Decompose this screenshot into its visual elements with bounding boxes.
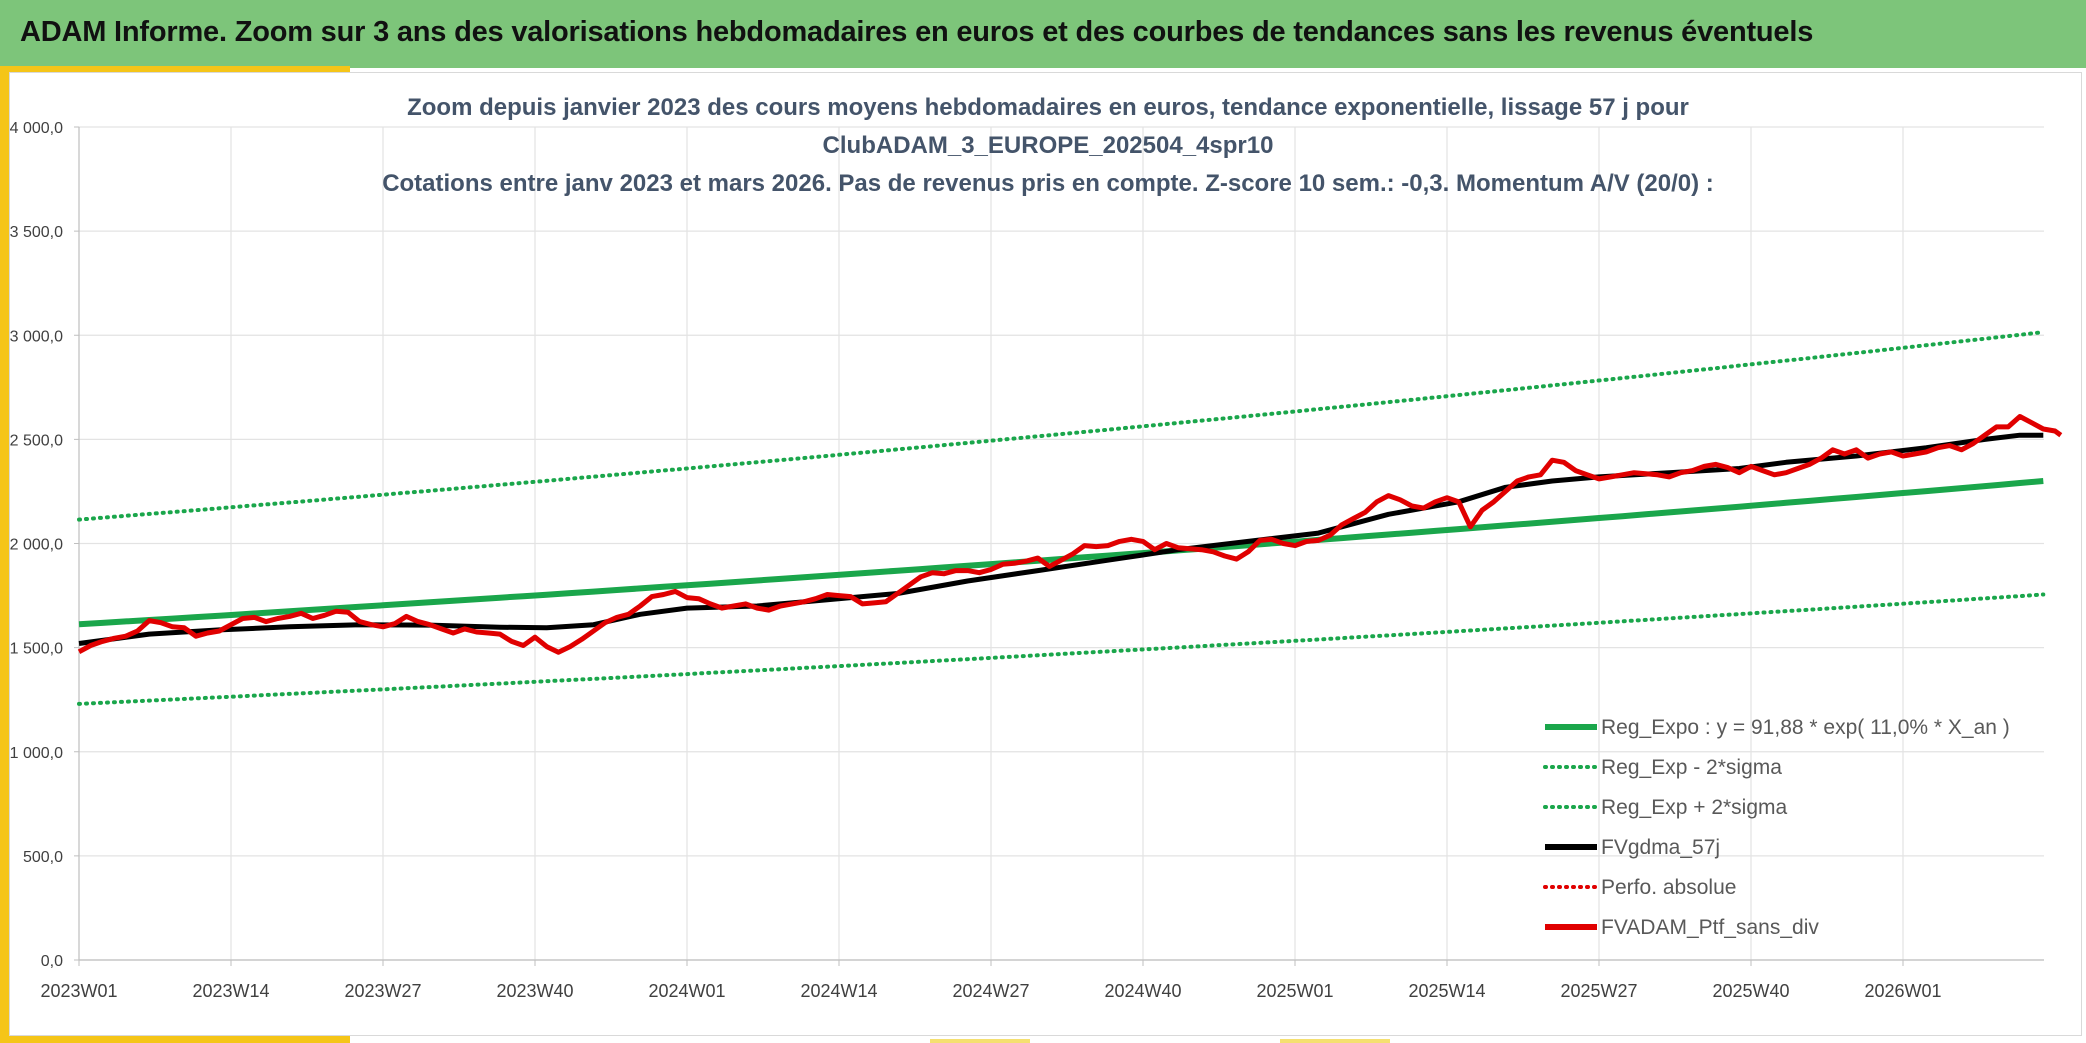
chart-title: Zoom depuis janvier 2023 des cours moyen… [382, 94, 1714, 197]
chart-axes: 0,0 500,0 1 000,0 1 500,0 2 000,0 2 500,0 3 00… [10, 120, 2044, 1001]
y-tick-label: 1 500,0 [10, 641, 63, 658]
y-tick-label: 0,0 [41, 953, 63, 970]
header-bar [0, 0, 2086, 68]
x-tick-label: 2024W01 [648, 981, 725, 1001]
y-tick-label: 3 500,0 [10, 224, 63, 241]
series-fvgdma-57j [78, 432, 2044, 646]
page-title: ADAM Informe. Zoom sur 3 ans des valoris… [20, 16, 1814, 48]
accent-bar-bottom-mid [930, 1039, 1030, 1043]
y-tick-label: 2 500,0 [10, 432, 63, 449]
x-tick-label: 2023W01 [40, 981, 117, 1001]
x-tick-label: 2026W01 [1864, 981, 1941, 1001]
series-reg-expo [78, 478, 2044, 628]
y-tick-label: 2 000,0 [10, 537, 63, 554]
x-tick-label: 2023W27 [344, 981, 421, 1001]
accent-bar-left [0, 68, 9, 1043]
legend-label: Reg_Exp + 2*sigma [1601, 796, 1788, 819]
x-tick-label: 2024W40 [1104, 981, 1181, 1001]
y-tick-label: 3 000,0 [10, 328, 63, 345]
accent-bar-top [0, 66, 350, 72]
chart-title-line-3: Cotations entre janv 2023 et mars 2026. … [382, 170, 1714, 197]
legend-label: Perfo. absolue [1601, 876, 1736, 899]
chart-frame [9, 72, 2082, 1036]
legend-label: FVADAM_Ptf_sans_div [1601, 916, 1819, 939]
x-tick-label: 2024W27 [952, 981, 1029, 1001]
series-fvadam-ptf-sans-div [77, 414, 2063, 655]
x-tick-label: 2025W01 [1256, 981, 1333, 1001]
y-tick-label: 500,0 [23, 849, 63, 866]
chart-legend: Reg_Expo : y = 91,88 * exp( 11,0% * X_an… [1543, 716, 2010, 939]
x-tick-label: 2025W40 [1712, 981, 1789, 1001]
legend-label: Reg_Exp - 2*sigma [1601, 756, 1782, 779]
legend-label: Reg_Expo : y = 91,88 * exp( 11,0% * X_an… [1601, 716, 2010, 739]
x-tick-label: 2023W40 [496, 981, 573, 1001]
y-tick-label: 4 000,0 [10, 120, 63, 137]
x-tick-label: 2025W27 [1560, 981, 1637, 1001]
x-tick-label: 2023W14 [192, 981, 269, 1001]
series-reg-exp-minus-2sigma [77, 592, 2046, 706]
legend-label: FVgdma_57j [1601, 836, 1720, 859]
chart-grid [79, 126, 2044, 961]
y-tick-label: 1 000,0 [10, 745, 63, 762]
chart-title-line-1: Zoom depuis janvier 2023 des cours moyen… [407, 94, 1689, 121]
x-tick-label: 2025W14 [1408, 981, 1485, 1001]
x-tick-label: 2024W14 [800, 981, 877, 1001]
series-reg-exp-plus-2sigma [77, 330, 2046, 522]
accent-bar-bottom-right [1280, 1039, 1390, 1043]
chart-title-line-2: ClubADAM_3_EUROPE_202504_4spr10 [823, 132, 1274, 159]
accent-bar-bottom [0, 1036, 350, 1043]
chart-series [77, 330, 2063, 706]
